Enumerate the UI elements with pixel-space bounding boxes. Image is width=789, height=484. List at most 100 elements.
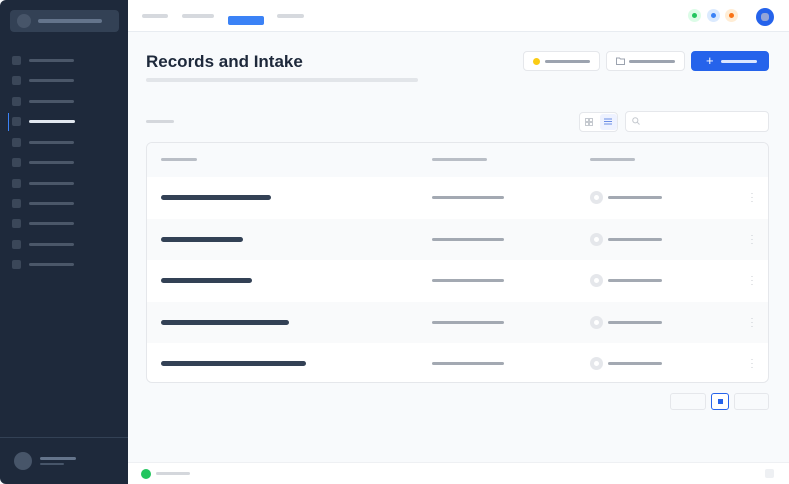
nav-icon [12, 219, 21, 228]
sidebar-item-6[interactable] [12, 157, 112, 169]
sidebar-item-7[interactable] [12, 178, 112, 190]
more-vertical-icon[interactable]: · · · [750, 354, 754, 372]
pagination-prev[interactable] [670, 393, 706, 410]
sidebar-divider [0, 437, 128, 438]
sidebar-item-5[interactable] [12, 137, 112, 149]
list-view-icon[interactable] [600, 114, 617, 130]
table-row[interactable]: · · · [147, 343, 768, 382]
more-vertical-icon[interactable]: · · · [750, 312, 754, 331]
user-role [40, 463, 64, 465]
page-subtitle [146, 78, 418, 82]
record-name[interactable] [161, 236, 243, 242]
workspace-switcher[interactable] [10, 10, 119, 32]
nav-icon [12, 138, 21, 147]
nav-label [29, 141, 74, 144]
nav-icon [12, 199, 21, 208]
user-name [40, 457, 76, 460]
view-toggle [579, 112, 618, 132]
plus-icon: + [706, 53, 714, 68]
avatar [14, 452, 32, 470]
column-header-owner[interactable] [590, 158, 635, 161]
record-name[interactable] [161, 278, 252, 283]
tab-4[interactable] [277, 14, 304, 18]
column-header-name[interactable] [161, 158, 197, 161]
owner-avatar-icon [590, 191, 603, 204]
check-circle-icon [141, 469, 151, 479]
nav-label [29, 263, 74, 266]
nav-label [29, 59, 74, 62]
status-orange-icon[interactable] [725, 9, 738, 22]
status-blue-icon[interactable] [707, 9, 720, 22]
status-text [156, 472, 190, 475]
record-status [432, 320, 504, 324]
sidebar-item-1[interactable] [12, 55, 112, 67]
table-row[interactable]: · · · [147, 260, 768, 301]
record-name[interactable] [161, 361, 306, 366]
table-row[interactable]: · · · [147, 301, 768, 343]
table-row[interactable]: · · · [147, 218, 768, 260]
table-row[interactable]: · · · [147, 177, 768, 218]
sidebar-item-11[interactable] [12, 259, 112, 271]
page-title: Records and Intake [146, 52, 303, 71]
grid-view-icon[interactable] [585, 118, 593, 126]
record-name[interactable] [161, 195, 271, 200]
nav-label [29, 120, 75, 123]
sidebar-item-10[interactable] [12, 239, 112, 251]
folder-icon [616, 57, 625, 65]
record-owner [608, 279, 662, 282]
nav-label [29, 182, 74, 185]
nav-label [29, 202, 74, 205]
pagination-next[interactable] [734, 393, 769, 410]
record-owner [608, 196, 662, 199]
nav-label [29, 100, 74, 103]
tab-3-active[interactable] [228, 16, 264, 25]
nav-label [29, 243, 74, 246]
record-status [432, 196, 504, 199]
sidebar-item-2[interactable] [12, 75, 112, 87]
nav-icon [12, 260, 21, 269]
sidebar-item-8[interactable] [12, 198, 112, 210]
record-status [432, 279, 504, 282]
nav-label [29, 222, 74, 225]
sidebar-item-9[interactable] [12, 218, 112, 230]
add-record-button[interactable]: + [691, 51, 769, 71]
nav-icon [12, 97, 21, 106]
tab-1[interactable] [142, 14, 168, 18]
record-owner [608, 237, 662, 241]
nav-icon [12, 158, 21, 167]
nav-icon [12, 76, 21, 85]
record-owner [608, 320, 662, 324]
workspace-name [38, 19, 102, 23]
pagination-page-current[interactable] [711, 393, 729, 410]
search-input[interactable] [625, 111, 769, 132]
column-header-status[interactable] [432, 158, 487, 161]
status-bar [128, 462, 789, 484]
records-table: · · · · · · · · · · · · · · · [146, 142, 769, 383]
nav-label [29, 79, 74, 82]
sidebar-item-4[interactable] [8, 113, 112, 131]
filter-button[interactable] [523, 51, 600, 71]
top-bar [128, 0, 789, 32]
sidebar-item-3[interactable] [12, 96, 112, 108]
status-green-icon[interactable] [688, 9, 701, 22]
folder-button[interactable] [606, 51, 685, 71]
owner-avatar-icon [590, 274, 603, 287]
more-vertical-icon[interactable]: · · · [750, 188, 754, 206]
nav-icon [12, 179, 21, 188]
record-status [432, 362, 504, 365]
record-status [432, 237, 504, 241]
workspace-logo-icon [17, 14, 31, 28]
record-name[interactable] [161, 319, 289, 325]
user-avatar[interactable] [756, 8, 774, 26]
record-count [146, 120, 174, 123]
settings-icon[interactable] [765, 469, 774, 478]
more-vertical-icon[interactable]: · · · [750, 271, 754, 289]
sidebar [0, 0, 128, 484]
tab-2[interactable] [182, 14, 214, 18]
filter-dot-icon [533, 58, 540, 65]
more-vertical-icon[interactable]: · · · [750, 229, 754, 248]
nav-icon [12, 117, 21, 126]
nav-icon [12, 56, 21, 65]
owner-avatar-icon [590, 315, 603, 329]
owner-avatar-icon [590, 357, 603, 370]
